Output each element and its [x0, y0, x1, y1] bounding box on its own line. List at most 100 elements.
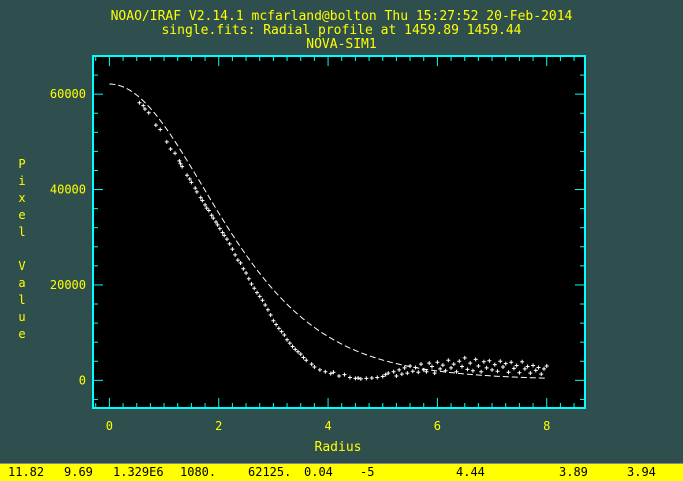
data-point	[424, 369, 429, 374]
data-point	[217, 226, 222, 231]
status-bar: 11.82 9.69 1.329E6 1080. 62125. 0.04 -5 …	[0, 463, 683, 481]
x-tick-label: 8	[543, 419, 550, 433]
data-point	[211, 216, 216, 221]
y-axis-label-char: P	[18, 157, 25, 171]
y-axis-label-char: u	[18, 310, 25, 324]
data-point	[238, 261, 243, 266]
data-point	[276, 326, 281, 331]
data-point	[473, 357, 478, 362]
data-point	[177, 158, 182, 163]
data-point	[399, 372, 404, 377]
y-tick-label: 60000	[50, 87, 86, 101]
data-point	[498, 359, 503, 364]
data-point	[514, 363, 519, 368]
data-point	[193, 186, 198, 191]
data-point	[460, 364, 464, 369]
data-point	[542, 366, 546, 371]
plot-window[interactable]: NOAO/IRAF V2.14.1 mcfarland@bolton Thu 1…	[0, 0, 683, 462]
status-flux: 1.329E6	[113, 465, 164, 479]
y-axis-label-char: a	[18, 276, 25, 290]
data-point	[296, 349, 300, 354]
data-point	[246, 276, 251, 281]
status-x-center: 11.82	[8, 465, 45, 479]
data-point	[187, 177, 192, 182]
data-point	[386, 371, 391, 376]
data-point	[522, 366, 527, 371]
data-point	[328, 371, 333, 376]
data-point	[525, 364, 530, 369]
data-point	[235, 258, 240, 263]
data-point	[137, 100, 142, 105]
y-axis-label-char: e	[18, 327, 25, 341]
y-tick-label: 40000	[50, 183, 86, 197]
data-point	[215, 222, 220, 227]
data-point	[142, 106, 147, 111]
data-point	[495, 369, 500, 374]
data-point	[397, 367, 402, 372]
data-point	[435, 360, 440, 365]
data-point	[178, 161, 183, 166]
data-point	[358, 376, 363, 381]
data-point	[481, 359, 486, 364]
data-point	[317, 367, 322, 372]
data-point	[233, 252, 238, 257]
data-point	[380, 374, 385, 379]
data-point	[224, 237, 229, 242]
y-axis: 0 20000 40000 60000	[50, 74, 585, 400]
data-point	[451, 362, 456, 367]
data-point	[198, 195, 203, 200]
data-point	[146, 110, 151, 115]
data-point	[443, 368, 448, 373]
data-point	[509, 360, 514, 365]
data-point	[194, 189, 199, 194]
data-point	[462, 355, 467, 360]
data-point	[158, 127, 163, 132]
data-point	[274, 322, 279, 327]
data-point	[204, 206, 209, 211]
header-title: NOAO/IRAF V2.14.1 mcfarland@bolton Thu 1…	[110, 9, 573, 24]
data-point	[252, 286, 257, 291]
data-point	[454, 369, 459, 374]
data-point	[531, 363, 536, 368]
plot-area[interactable]	[93, 56, 585, 408]
data-point	[298, 352, 303, 357]
data-point	[220, 230, 225, 235]
data-point	[487, 358, 492, 363]
data-point	[168, 147, 173, 152]
data-point	[427, 361, 432, 366]
y-axis-label-char: x	[18, 191, 25, 205]
data-point	[511, 366, 516, 371]
data-point	[410, 369, 415, 374]
data-point	[544, 364, 549, 369]
data-point	[312, 364, 317, 369]
data-point	[419, 362, 423, 367]
data-point	[222, 233, 227, 238]
data-point	[337, 374, 341, 379]
data-point	[405, 371, 410, 376]
x-axis-label: Radius	[315, 440, 362, 455]
data-point	[153, 123, 158, 128]
data-point	[533, 368, 538, 373]
data-point	[479, 369, 484, 374]
status-y-center: 9.69	[64, 465, 93, 479]
data-point	[539, 372, 544, 377]
data-point	[255, 290, 259, 295]
status-peak: 62125.	[248, 465, 292, 479]
data-point	[429, 364, 434, 369]
x-tick-label: 2	[215, 419, 222, 433]
data-point	[484, 365, 489, 370]
data-point	[263, 302, 268, 307]
data-point	[364, 376, 369, 381]
y-tick-label: 0	[79, 373, 86, 387]
data-point	[227, 241, 232, 246]
data-point	[421, 367, 426, 372]
data-point	[416, 370, 421, 375]
data-point	[457, 359, 462, 364]
plot-frame	[92, 55, 586, 409]
data-point	[536, 365, 541, 370]
data-point	[438, 366, 443, 371]
data-point	[449, 365, 454, 370]
y-axis-label-char: l	[18, 293, 25, 307]
